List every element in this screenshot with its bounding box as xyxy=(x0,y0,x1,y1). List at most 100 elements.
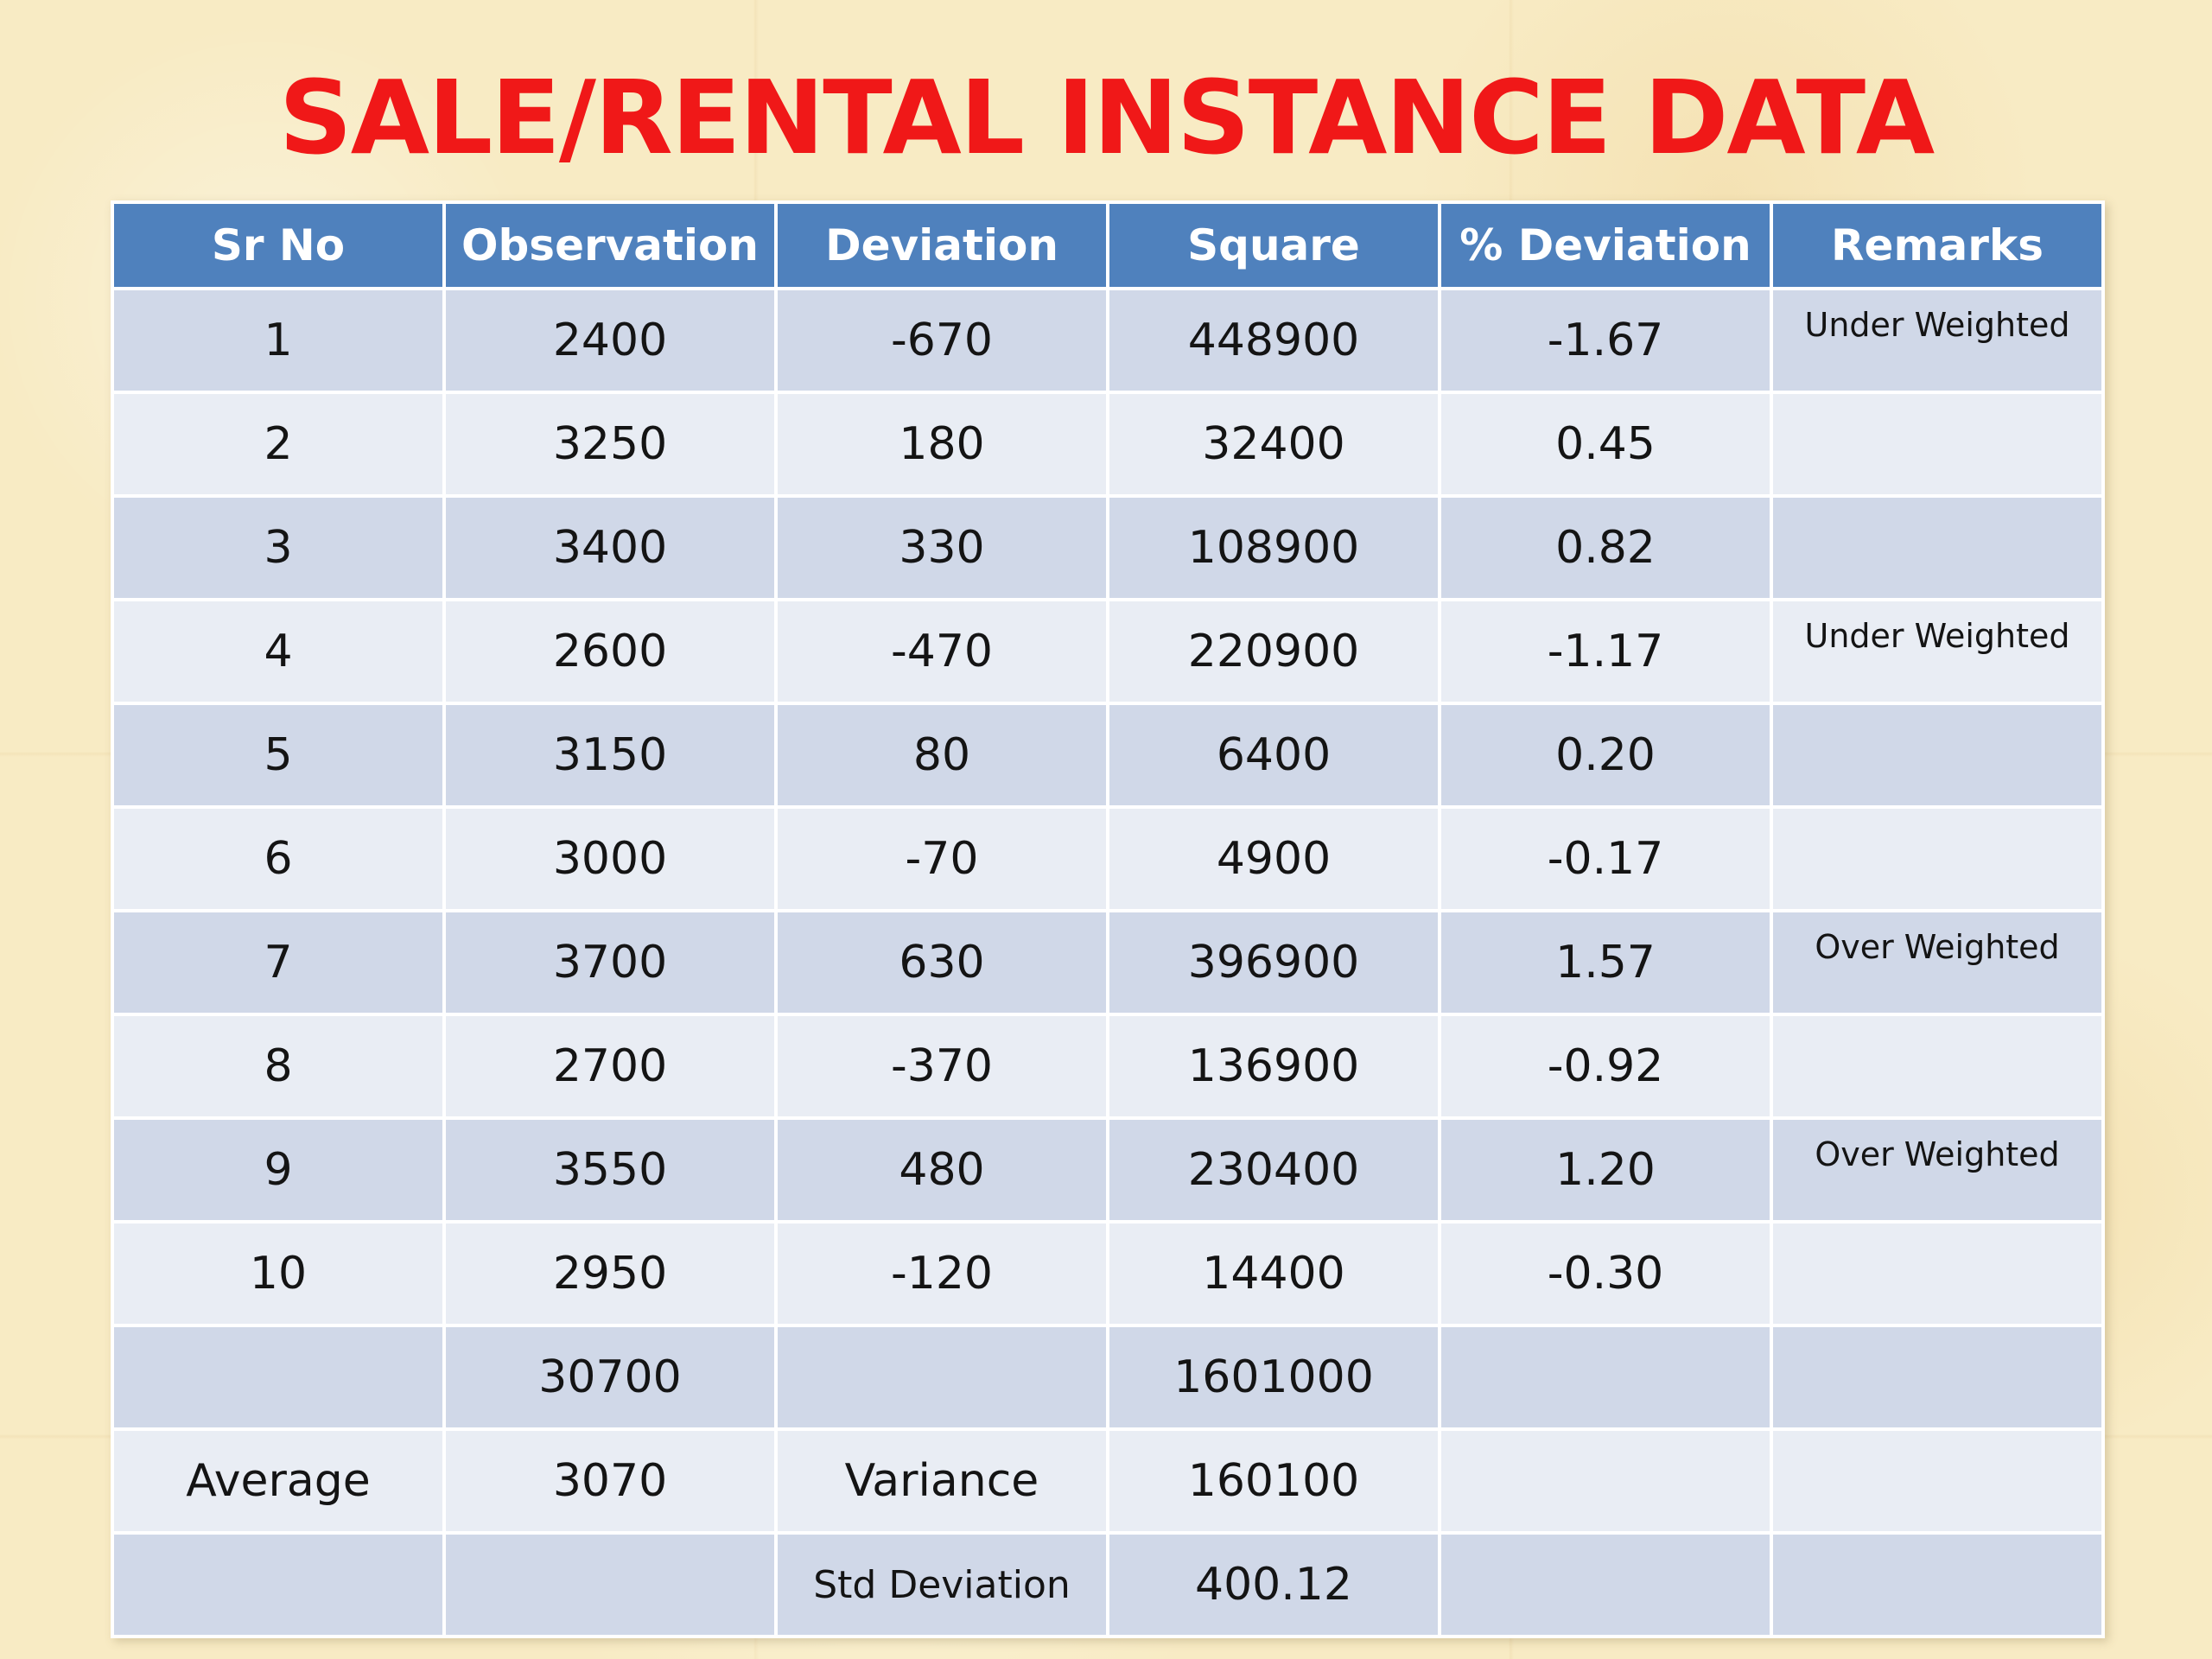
cell-sr-no: 2 xyxy=(114,394,442,494)
table-row: 6 3000 -70 4900 -0.17 xyxy=(114,809,2101,909)
cell-square: 448900 xyxy=(1109,290,1438,391)
cell-remarks xyxy=(1773,1016,2101,1116)
cell-deviation: -70 xyxy=(778,809,1106,909)
cell-variance-value: 160100 xyxy=(1109,1431,1438,1531)
table-row: 9 3550 480 230400 1.20 Over Weighted xyxy=(114,1120,2101,1220)
table-row: 2 3250 180 32400 0.45 xyxy=(114,394,2101,494)
cell-average-label: Average xyxy=(114,1431,442,1531)
cell-remarks xyxy=(1773,394,2101,494)
header-remarks: Remarks xyxy=(1773,204,2101,287)
cell-sr-no: 1 xyxy=(114,290,442,391)
cell-percent-deviation: -0.30 xyxy=(1441,1224,1770,1324)
cell-square: 220900 xyxy=(1109,601,1438,702)
cell-square: 32400 xyxy=(1109,394,1438,494)
cell-observation: 3700 xyxy=(446,912,774,1013)
cell-square: 6400 xyxy=(1109,705,1438,805)
cell-observation: 2600 xyxy=(446,601,774,702)
cell-average-value: 3070 xyxy=(446,1431,774,1531)
header-observation: Observation xyxy=(446,204,774,287)
table-row: 1 2400 -670 448900 -1.67 Under Weighted xyxy=(114,290,2101,391)
cell-remarks xyxy=(1773,809,2101,909)
cell-square: 108900 xyxy=(1109,498,1438,598)
cell-sr-no: 4 xyxy=(114,601,442,702)
cell-percent-deviation: 1.20 xyxy=(1441,1120,1770,1220)
cell-sr-no: 6 xyxy=(114,809,442,909)
table-header-row: Sr No Observation Deviation Square % Dev… xyxy=(114,204,2101,287)
cell-deviation: -370 xyxy=(778,1016,1106,1116)
cell-percent-deviation xyxy=(1441,1535,1770,1635)
cell-observation: 3250 xyxy=(446,394,774,494)
cell-deviation: -120 xyxy=(778,1224,1106,1324)
cell-percent-deviation: -1.67 xyxy=(1441,290,1770,391)
cell-percent-deviation: 0.45 xyxy=(1441,394,1770,494)
cell-observation: 3400 xyxy=(446,498,774,598)
cell-remarks: Over Weighted xyxy=(1773,1120,2101,1220)
cell-percent-deviation: 0.82 xyxy=(1441,498,1770,598)
table-row: 8 2700 -370 136900 -0.92 xyxy=(114,1016,2101,1116)
cell-square-total: 1601000 xyxy=(1109,1327,1438,1427)
cell-deviation: 480 xyxy=(778,1120,1106,1220)
cell-percent-deviation: -0.17 xyxy=(1441,809,1770,909)
header-deviation: Deviation xyxy=(778,204,1106,287)
std-deviation-row: Std Deviation 400.12 xyxy=(114,1535,2101,1635)
cell-deviation: -670 xyxy=(778,290,1106,391)
cell-observation: 3000 xyxy=(446,809,774,909)
cell-remarks xyxy=(1773,1535,2101,1635)
cell-square: 396900 xyxy=(1109,912,1438,1013)
cell-observation: 2950 xyxy=(446,1224,774,1324)
cell-observation xyxy=(446,1535,774,1635)
cell-remarks xyxy=(1773,1224,2101,1324)
cell-percent-deviation xyxy=(1441,1327,1770,1427)
cell-percent-deviation: 1.57 xyxy=(1441,912,1770,1013)
cell-percent-deviation: -0.92 xyxy=(1441,1016,1770,1116)
cell-square: 4900 xyxy=(1109,809,1438,909)
cell-deviation: 180 xyxy=(778,394,1106,494)
cell-variance-label: Variance xyxy=(778,1431,1106,1531)
cell-percent-deviation xyxy=(1441,1431,1770,1531)
cell-observation: 2700 xyxy=(446,1016,774,1116)
header-sr-no: Sr No xyxy=(114,204,442,287)
cell-sr-no xyxy=(114,1327,442,1427)
cell-std-deviation-label: Std Deviation xyxy=(778,1535,1106,1635)
cell-sr-no: 3 xyxy=(114,498,442,598)
cell-observation: 3150 xyxy=(446,705,774,805)
cell-square: 136900 xyxy=(1109,1016,1438,1116)
cell-remarks: Over Weighted xyxy=(1773,912,2101,1013)
cell-deviation: 630 xyxy=(778,912,1106,1013)
cell-remarks: Under Weighted xyxy=(1773,601,2101,702)
cell-remarks xyxy=(1773,1327,2101,1427)
table-row: 10 2950 -120 14400 -0.30 xyxy=(114,1224,2101,1324)
average-row: Average 3070 Variance 160100 xyxy=(114,1431,2101,1531)
cell-percent-deviation: -1.17 xyxy=(1441,601,1770,702)
cell-sr-no: 8 xyxy=(114,1016,442,1116)
cell-observation: 3550 xyxy=(446,1120,774,1220)
cell-remarks xyxy=(1773,705,2101,805)
cell-percent-deviation: 0.20 xyxy=(1441,705,1770,805)
cell-square: 14400 xyxy=(1109,1224,1438,1324)
cell-deviation: -470 xyxy=(778,601,1106,702)
header-percent-deviation: % Deviation xyxy=(1441,204,1770,287)
cell-observation: 2400 xyxy=(446,290,774,391)
cell-remarks xyxy=(1773,498,2101,598)
slide-title: SALE/RENTAL INSTANCE DATA xyxy=(278,58,1935,177)
table-row: 5 3150 80 6400 0.20 xyxy=(114,705,2101,805)
cell-remarks: Under Weighted xyxy=(1773,290,2101,391)
cell-square: 230400 xyxy=(1109,1120,1438,1220)
cell-deviation xyxy=(778,1327,1106,1427)
header-square: Square xyxy=(1109,204,1438,287)
totals-row: 30700 1601000 xyxy=(114,1327,2101,1427)
cell-remarks xyxy=(1773,1431,2101,1531)
cell-std-deviation-value: 400.12 xyxy=(1109,1535,1438,1635)
cell-observation-total: 30700 xyxy=(446,1327,774,1427)
cell-deviation: 330 xyxy=(778,498,1106,598)
table-row: 7 3700 630 396900 1.57 Over Weighted xyxy=(114,912,2101,1013)
sale-rental-data-table: Sr No Observation Deviation Square % Dev… xyxy=(111,200,2105,1638)
table-row: 4 2600 -470 220900 -1.17 Under Weighted xyxy=(114,601,2101,702)
cell-sr-no xyxy=(114,1535,442,1635)
cell-deviation: 80 xyxy=(778,705,1106,805)
cell-sr-no: 5 xyxy=(114,705,442,805)
table-row: 3 3400 330 108900 0.82 xyxy=(114,498,2101,598)
cell-sr-no: 10 xyxy=(114,1224,442,1324)
cell-sr-no: 7 xyxy=(114,912,442,1013)
cell-sr-no: 9 xyxy=(114,1120,442,1220)
